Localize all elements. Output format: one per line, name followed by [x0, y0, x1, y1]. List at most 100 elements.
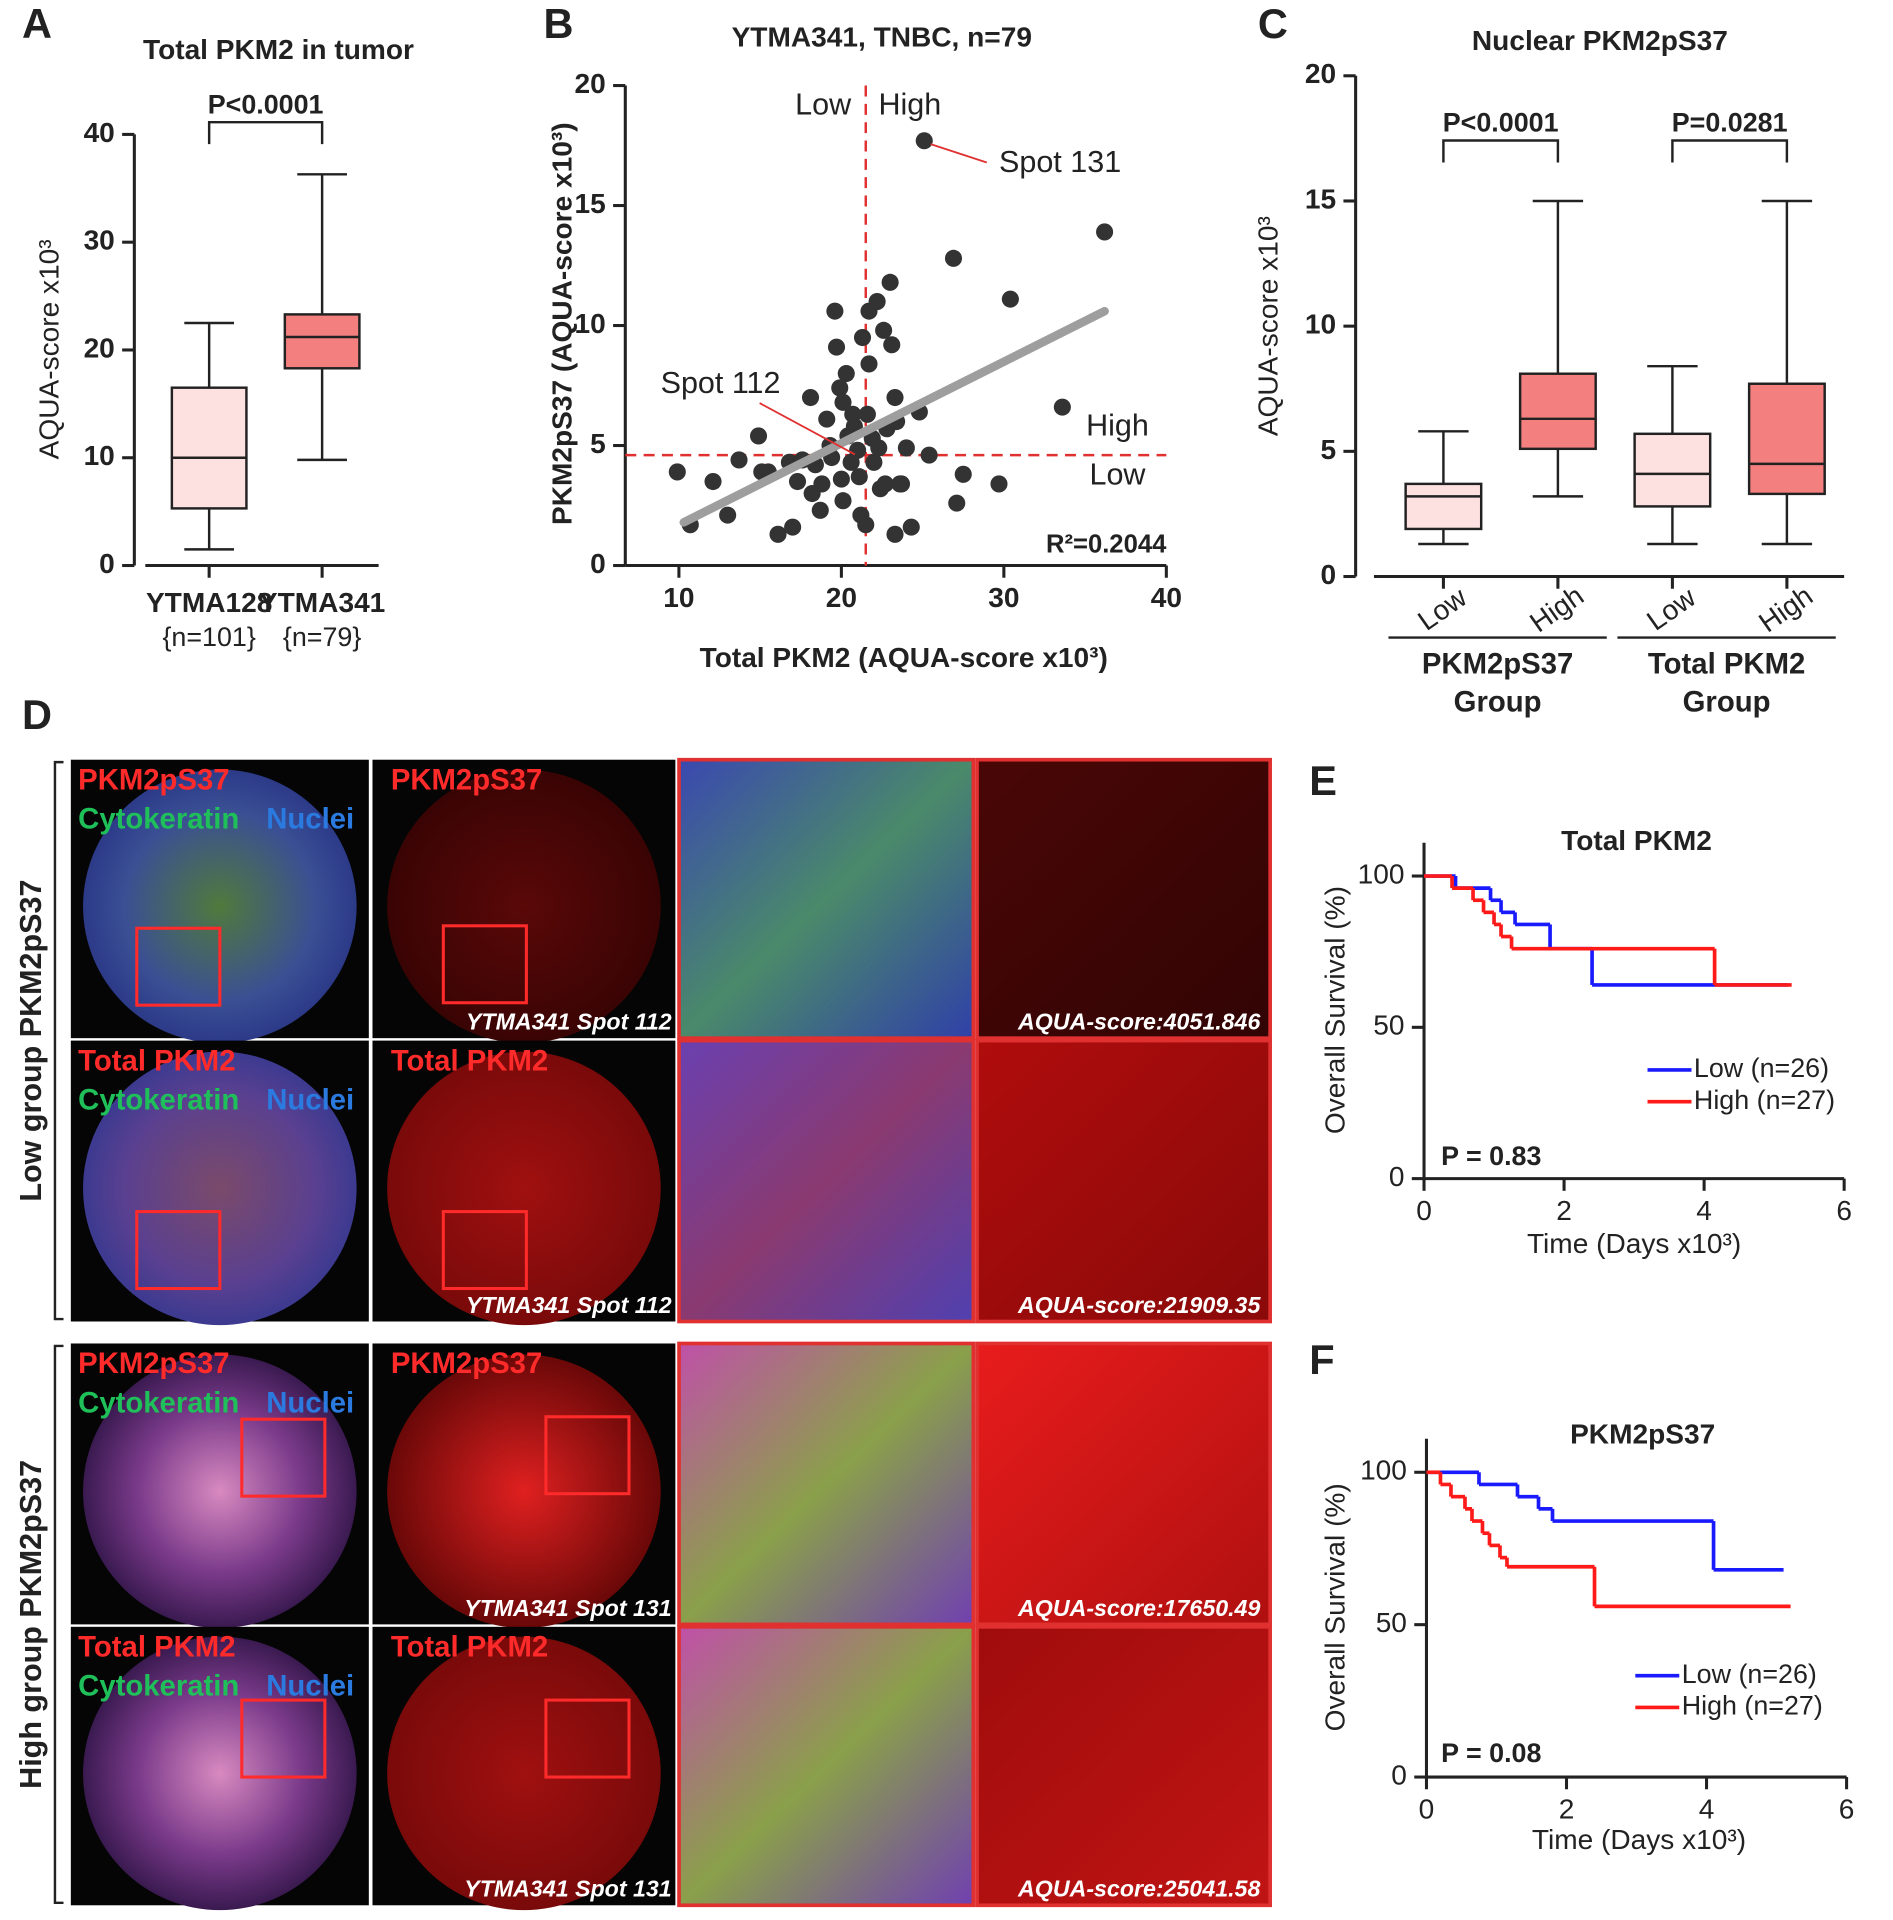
point [853, 328, 872, 347]
panel-label: A [22, 0, 52, 47]
point [818, 410, 836, 428]
spot-caption: YTMA341 Spot 131 [464, 1876, 671, 1902]
annotation: Low [1089, 457, 1146, 491]
tissue-core [387, 1051, 661, 1326]
panel-label: E [1309, 757, 1337, 804]
pointer [930, 143, 988, 164]
point [886, 388, 904, 407]
tissue-core [387, 1636, 661, 1911]
y-tick-label: 10 [575, 308, 606, 339]
group-label: Group [1454, 685, 1542, 718]
chart-title: PKM2pS37 [1570, 1419, 1715, 1450]
point [865, 453, 883, 471]
significance-bracket [1671, 139, 1789, 163]
group-label: High group PKM2pS37 [14, 1460, 48, 1789]
chart-title: Total PKM2 in tumor [143, 34, 414, 65]
point [954, 465, 972, 483]
y-tick-label: 20 [84, 332, 115, 363]
x-tick-sublabel: {n=79} [283, 622, 361, 652]
y-tick-label: 20 [575, 68, 606, 99]
y-tick-label: 0 [1391, 1759, 1407, 1790]
point [870, 439, 888, 457]
point [858, 405, 876, 423]
chart-title: Total PKM2 [1561, 825, 1712, 856]
micrograph [677, 1624, 976, 1908]
group-label: Group [1683, 685, 1771, 718]
y-tick-label: 0 [1320, 559, 1336, 590]
y-tick-label: 100 [1358, 858, 1405, 889]
y-tick-label: 50 [1373, 1010, 1404, 1041]
point [730, 451, 748, 469]
tissue-core [83, 769, 357, 1044]
point [1001, 290, 1019, 308]
spot-caption: YTMA341 Spot 131 [464, 1595, 671, 1621]
point [826, 302, 844, 320]
y-tick-label: 0 [1389, 1161, 1405, 1192]
y-tick-label: 20 [1305, 58, 1336, 89]
group-bracket [53, 1344, 64, 1905]
marker-label: PKM2pS37 [78, 763, 229, 796]
stain-label: Cytokeratin [78, 1083, 239, 1116]
zoom-box [135, 926, 222, 1007]
point [834, 492, 852, 510]
tissue-core [83, 1051, 357, 1326]
point [860, 355, 878, 373]
point [813, 475, 831, 493]
panel-label: C [1258, 0, 1288, 47]
stain-label: Nuclei [266, 1670, 354, 1703]
y-axis-label: AQUA-score x10³ [34, 239, 65, 459]
zoom-box [544, 1698, 631, 1779]
x-tick-label: 6 [1836, 1195, 1852, 1226]
point [801, 388, 820, 407]
annotation: Low [795, 87, 852, 121]
point [1053, 398, 1071, 416]
point [883, 336, 901, 354]
box [1404, 482, 1483, 531]
group-bracket [53, 760, 64, 1321]
spot-caption: YTMA341 Spot 112 [466, 1292, 672, 1318]
x-tick-label: Low [1412, 581, 1473, 636]
point [1096, 223, 1114, 241]
box [283, 313, 361, 370]
y-axis-label: AQUA-score x10³ [1253, 216, 1284, 436]
spot-caption: YTMA341 Spot 112 [466, 1009, 672, 1035]
x-tick-label: 30 [988, 582, 1019, 613]
significance-bracket [207, 120, 324, 145]
point [811, 501, 829, 519]
annotation: Spot 112 [661, 366, 781, 400]
point [944, 249, 963, 267]
point [868, 292, 886, 311]
x-tick-label: 40 [1151, 582, 1182, 613]
point [850, 468, 868, 486]
p-value: P<0.0001 [1443, 108, 1559, 138]
significance-bracket [1442, 139, 1560, 163]
annotation: High [1086, 409, 1149, 443]
x-tick-label: 0 [1419, 1794, 1435, 1825]
point [902, 518, 920, 536]
point [837, 364, 855, 383]
p-value: P=0.0281 [1672, 108, 1788, 138]
x-axis-label: Time (Days x10³) [1532, 1824, 1746, 1855]
annotation: High [878, 87, 941, 121]
stain-label: Nuclei [266, 1083, 354, 1116]
y-tick-label: 0 [590, 548, 606, 579]
micrograph [677, 757, 976, 1040]
chart-title: YTMA341, TNBC, n=79 [732, 22, 1032, 53]
annotation: Spot 131 [999, 145, 1121, 179]
point [875, 321, 893, 339]
tissue-core [83, 1354, 357, 1629]
marker-label: Total PKM2 [78, 1631, 235, 1664]
x-tick-label: 2 [1559, 1794, 1575, 1825]
aqua-score: AQUA-score:21909.35 [1017, 1292, 1261, 1318]
point [704, 472, 722, 491]
micrograph [975, 1624, 1272, 1908]
x-tick-label: 4 [1699, 1794, 1715, 1825]
pointer [759, 402, 856, 456]
x-tick-label: 0 [1416, 1195, 1432, 1226]
legend-label: Low (n=26) [1694, 1053, 1829, 1083]
micrograph [677, 1038, 976, 1324]
box [1747, 382, 1826, 496]
stain-label: Cytokeratin [78, 1670, 239, 1703]
point [892, 475, 911, 493]
